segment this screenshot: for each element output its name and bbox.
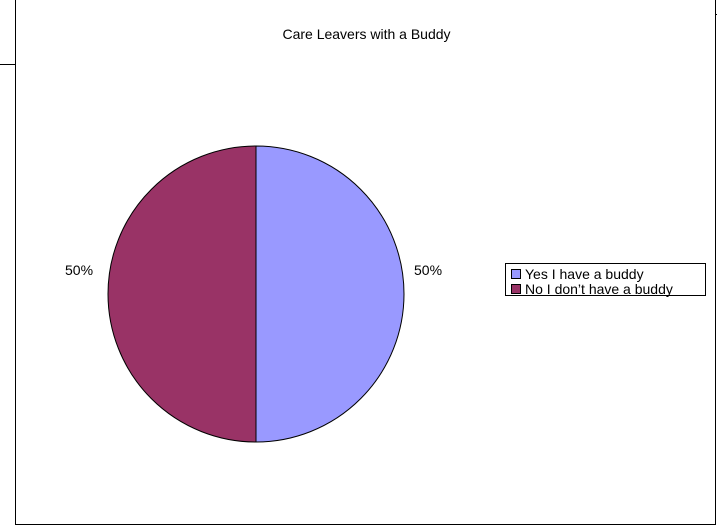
legend-swatch-yes bbox=[511, 269, 521, 279]
chart-area: Care Leavers with a Buddy 50% 50% Yes I … bbox=[15, 0, 716, 525]
pie-slice-yes bbox=[255, 145, 405, 443]
legend-label-no: No I don’t have a buddy bbox=[525, 281, 673, 297]
legend-item-no: No I don’t have a buddy bbox=[511, 281, 700, 297]
left-border-line bbox=[0, 64, 15, 65]
data-label-no: 50% bbox=[65, 262, 94, 278]
chart-title: Care Leavers with a Buddy bbox=[282, 26, 451, 42]
pie-chart bbox=[107, 145, 405, 443]
chart-legend: Yes I have a buddy No I don’t have a bud… bbox=[505, 263, 706, 297]
legend-swatch-no bbox=[511, 284, 521, 294]
legend-item-yes: Yes I have a buddy bbox=[511, 266, 700, 282]
pie-slice-no bbox=[107, 145, 257, 443]
legend-label-yes: Yes I have a buddy bbox=[525, 266, 644, 282]
data-label-yes: 50% bbox=[414, 262, 443, 278]
